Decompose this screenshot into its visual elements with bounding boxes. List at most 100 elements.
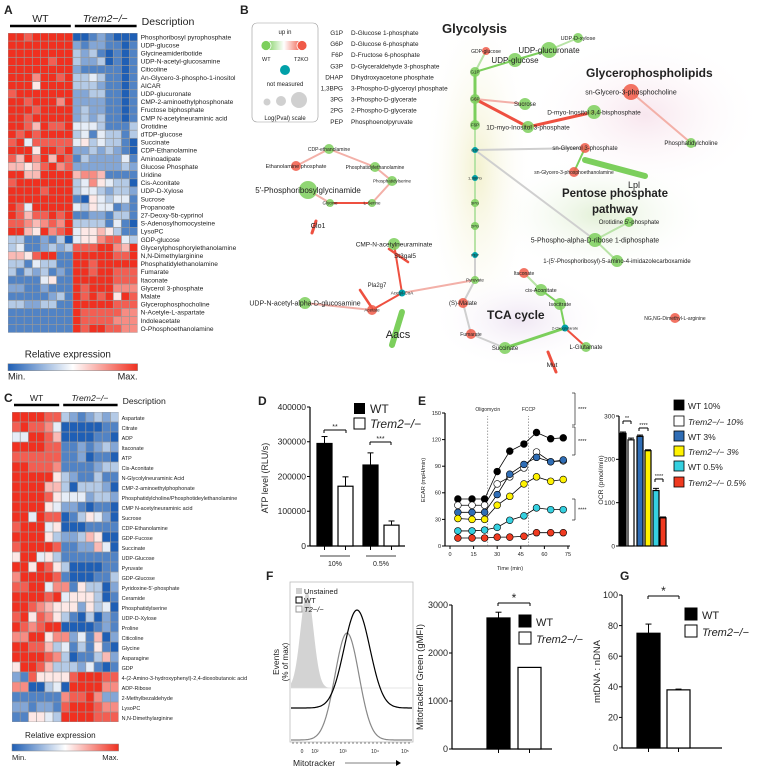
data-point <box>546 505 555 514</box>
heatmap-cell <box>65 324 73 333</box>
metabolite-label: UDP-glucuronate <box>518 46 580 55</box>
heatmap-cell <box>102 632 111 642</box>
heatmap-cell <box>40 171 49 179</box>
heatmap-cell <box>113 227 122 236</box>
heatmap-cell <box>81 73 89 82</box>
heatmap-cell <box>94 412 102 422</box>
heatmap-cell <box>32 65 41 74</box>
abbreviation-name: Phosphoenolpyruvate <box>351 119 413 126</box>
pathway-edge <box>474 98 526 105</box>
heatmap-cell <box>97 81 105 90</box>
data-point <box>493 490 501 499</box>
heatmap-cell <box>113 73 122 82</box>
data-point <box>559 434 567 442</box>
heatmap-cell <box>86 702 94 712</box>
data-point <box>520 480 528 488</box>
heatmap-cell <box>81 65 89 74</box>
heatmap-cell <box>77 572 86 582</box>
heatmap-cell <box>16 227 24 236</box>
heatmap-cell <box>32 227 41 236</box>
data-point <box>506 492 514 501</box>
heatmap-cell <box>69 692 78 702</box>
legend-swatch <box>673 430 685 442</box>
heatmap-cell <box>73 276 81 284</box>
heatmap-cell <box>16 284 24 292</box>
metabolite-label: L-Glutamate <box>569 345 603 351</box>
legend-label: T2−/− <box>304 605 324 614</box>
metabolite-node <box>472 147 478 153</box>
heatmap-cell <box>105 227 113 236</box>
abbreviation: PEP <box>330 119 343 126</box>
data-point <box>454 495 462 503</box>
data-point <box>520 460 528 469</box>
metabolite-label: Orotidine 5'-phosphate <box>599 220 660 226</box>
metabolite-node <box>324 144 334 154</box>
metabolite-label: D-myo-Inositol 3,4-bisphosphate <box>547 109 641 116</box>
heatmap-cell <box>40 106 49 114</box>
heatmap-cell <box>129 98 138 106</box>
heatmap-cell <box>113 171 122 179</box>
heatmap-cell <box>110 422 119 432</box>
heatmap-cell <box>32 219 41 228</box>
legend-swatch <box>684 607 698 621</box>
heatmap-cell <box>20 502 29 512</box>
metabolite-node <box>370 162 380 172</box>
heatmap-cell <box>24 106 32 114</box>
heatmap-cell <box>129 179 138 187</box>
heatmap-cell <box>24 81 32 90</box>
heatmap-cell <box>89 49 97 57</box>
heatmap-cell <box>65 260 73 268</box>
heatmap-cell <box>40 138 49 147</box>
heatmap-cell <box>16 98 24 106</box>
heatmap-cell <box>40 146 49 155</box>
metabolite-node <box>387 176 397 186</box>
y-tick-label: 120 <box>432 438 441 444</box>
heatmap-cell <box>48 57 57 66</box>
heatmap-cell <box>121 154 130 163</box>
heatmap-cell <box>105 49 113 57</box>
heatmap-cell <box>56 195 65 203</box>
heatmap-cell <box>53 462 61 472</box>
heatmap-cell <box>86 562 94 572</box>
heatmap-cell <box>20 572 29 582</box>
data-point <box>454 527 462 535</box>
heatmap-cell <box>105 252 113 260</box>
heatmap-cell <box>73 179 81 187</box>
x-axis-label: Time (min) <box>497 566 523 572</box>
heatmap-cell <box>77 622 86 632</box>
heatmap-cell <box>97 227 105 236</box>
heatmap-cell <box>16 106 24 114</box>
row-label: dTDP-glucose <box>141 132 183 139</box>
metabolite-node <box>299 297 311 309</box>
heatmap-cell <box>32 292 41 300</box>
heatmap-cell <box>73 300 81 309</box>
data-point <box>532 528 541 537</box>
heatmap-cell <box>113 90 122 98</box>
heatmap-cell <box>73 106 81 114</box>
heatmap-cell <box>61 462 70 472</box>
heatmap-cell <box>89 292 97 300</box>
heatmap-cell <box>102 602 111 612</box>
colorbar-title: Relative expression <box>25 350 111 361</box>
heatmap-cell <box>40 154 49 163</box>
y-tick-label: 0 <box>301 541 306 551</box>
row-label: 27-Deoxy-5b-cyprinol <box>141 213 204 220</box>
metabolite-node <box>519 98 531 110</box>
heatmap-cell <box>56 276 65 284</box>
heatmap-cell <box>86 692 94 702</box>
heatmap-cell <box>28 642 37 652</box>
metabolite-label: L-Serine <box>363 201 381 206</box>
heatmap-cell <box>102 452 111 462</box>
heatmap-cell <box>65 122 73 130</box>
data-point <box>559 505 567 514</box>
bar-trem2 <box>517 666 542 750</box>
heatmap-cell <box>12 442 20 452</box>
heatmap-cell <box>129 57 138 66</box>
y-tick-label: 30 <box>435 517 441 523</box>
heatmap-cell <box>8 308 16 317</box>
heatmap-cell <box>113 154 122 163</box>
heatmap-cell <box>94 482 102 492</box>
row-label: Glycineamideribotide <box>141 51 203 58</box>
metabolite-node <box>291 161 301 171</box>
heatmap-cell <box>24 49 32 57</box>
